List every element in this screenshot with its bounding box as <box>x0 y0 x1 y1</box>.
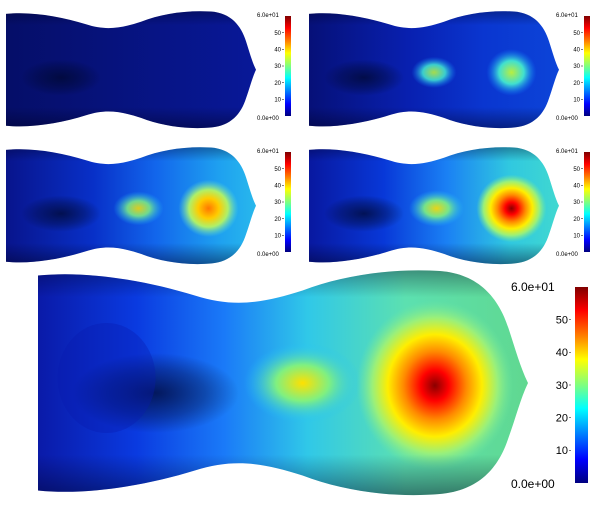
colorbar-min-label: 0.0e+00 <box>257 116 280 122</box>
surface-shading <box>38 270 528 496</box>
panel-4 <box>309 147 559 265</box>
colorbar-max-label: 6.0e+01 <box>556 149 579 155</box>
colorbar-tick-label: 30 <box>573 64 580 70</box>
colorbar-tick-label: 50 <box>274 167 281 173</box>
colorbar-tick-label: 40 <box>274 183 281 189</box>
colorbar-tick-label: 10 <box>274 233 281 239</box>
colorbar-gradient <box>285 16 291 116</box>
colorbar-tick-label: 30 <box>556 380 568 392</box>
colorbar-tick-label: 50 <box>556 315 568 327</box>
colorbar-tick-label: 50 <box>573 31 580 37</box>
panel-3 <box>6 147 256 265</box>
colorbar-gradient <box>285 152 291 252</box>
colorbar-tick-label: 20 <box>274 217 281 223</box>
colorbar-max-label: 6.0e+01 <box>257 149 280 155</box>
colorbar-tick-label: 30 <box>274 64 281 70</box>
colorbar-tick-label: 30 <box>573 200 580 206</box>
colorbar-gradient <box>575 287 588 483</box>
colorbar-tick-label: 20 <box>573 217 580 223</box>
colorbar-max-label: 6.0e+01 <box>556 13 579 19</box>
panel-2 <box>309 11 559 129</box>
colorbar-tick-label: 30 <box>274 200 281 206</box>
colorbar-tick-label: 10 <box>573 97 580 103</box>
colorbar-panel-3: 6.0e+01 0.0e+00 50 40 30 20 10 <box>257 149 291 258</box>
surface-shading <box>309 11 559 129</box>
colorbar-tick-label: 40 <box>274 47 281 53</box>
colorbar-tick-label: 50 <box>274 31 281 37</box>
colorbar-tick-label: 20 <box>556 413 568 425</box>
colorbar-gradient <box>584 16 590 116</box>
colorbar-max-label: 6.0e+01 <box>257 13 280 19</box>
colorbar-min-label: 0.0e+00 <box>556 252 579 258</box>
surface-shading <box>309 147 559 265</box>
colorbar-gradient <box>584 152 590 252</box>
colorbar-min-label: 0.0e+00 <box>556 116 579 122</box>
colorbar-main: 6.0e+01 0.0e+00 50 40 30 20 10 <box>511 280 588 491</box>
colorbar-panel-1: 6.0e+01 0.0e+00 50 40 30 20 10 <box>257 13 291 122</box>
colorbar-tick-label: 40 <box>556 347 568 359</box>
colorbar-tick-label: 50 <box>573 167 580 173</box>
colorbar-panel-4: 6.0e+01 0.0e+00 50 40 30 20 10 <box>556 149 590 258</box>
colorbar-tick-label: 10 <box>274 97 281 103</box>
colorbar-tick-label: 10 <box>556 445 568 457</box>
colorbar-min-label: 0.0e+00 <box>511 477 555 491</box>
panel-main <box>38 270 528 496</box>
colorbar-max-label: 6.0e+01 <box>511 280 555 294</box>
surface-shading <box>6 147 256 265</box>
surface-shading <box>6 11 256 129</box>
colorbar-tick-label: 20 <box>573 81 580 87</box>
colorbar-tick-label: 40 <box>573 183 580 189</box>
colorbar-tick-label: 40 <box>573 47 580 53</box>
panel-1 <box>6 11 256 129</box>
colorbar-tick-label: 20 <box>274 81 281 87</box>
colorbar-panel-2: 6.0e+01 0.0e+00 50 40 30 20 10 <box>556 13 590 122</box>
colorbar-tick-label: 10 <box>573 233 580 239</box>
colorbar-min-label: 0.0e+00 <box>257 252 280 258</box>
